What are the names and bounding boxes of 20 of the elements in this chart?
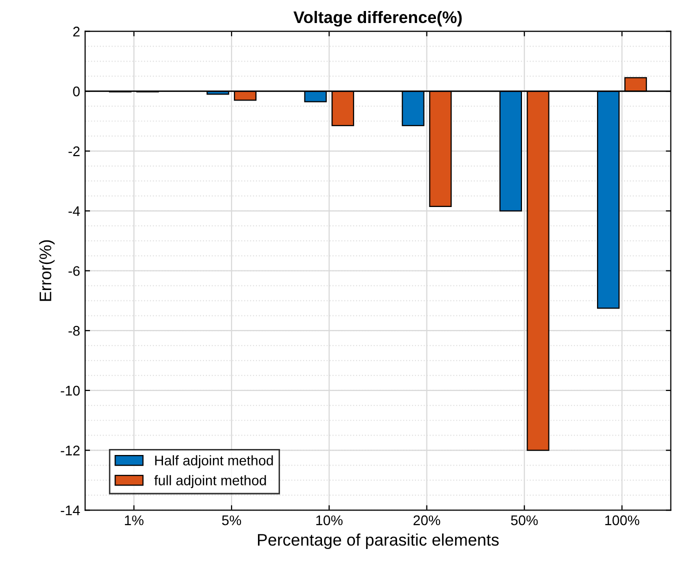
x-tick-label: 10% [316, 515, 343, 526]
y-tick-label: -2 [68, 146, 80, 156]
x-tick-label: 1% [124, 515, 144, 526]
y-tick-label: -14 [60, 506, 80, 516]
x-tick-label: 20% [414, 515, 440, 526]
x-tick-label: 100% [605, 515, 640, 526]
x-tick-label: 5% [222, 515, 242, 526]
chart-title: Voltage difference(%) [293, 10, 462, 27]
x-axis-title: Percentage of parasitic elements [258, 534, 499, 550]
legend-label: full adjoint method [154, 475, 266, 488]
y-tick-label: -4 [68, 206, 80, 216]
y-tick-label: 2 [73, 26, 80, 36]
y-tick-label: 0 [73, 86, 80, 96]
x-tick-label: 50% [511, 515, 538, 526]
y-tick-label: -12 [60, 446, 80, 456]
y-tick-label: -6 [68, 266, 80, 276]
legend-label: Half adjoint method [155, 455, 273, 468]
y-axis-title: Error(%) [39, 240, 55, 301]
y-tick-label: -10 [60, 386, 80, 396]
y-tick-label: -8 [68, 326, 80, 336]
